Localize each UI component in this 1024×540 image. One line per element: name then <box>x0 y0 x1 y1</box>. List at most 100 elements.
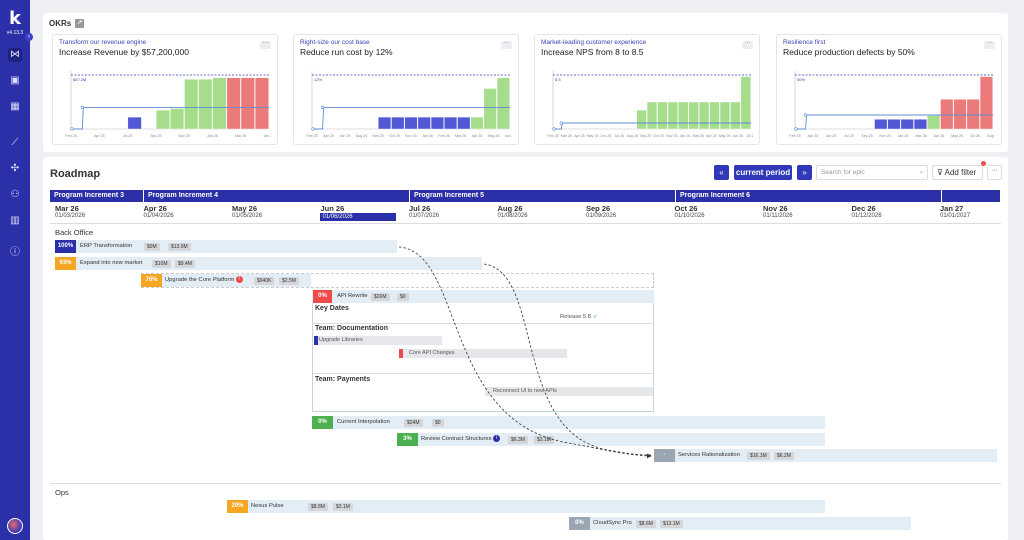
more-options-button[interactable]: ··· <box>987 165 1002 180</box>
chevron-down-icon[interactable]: ⌄ <box>918 169 924 175</box>
okr-card[interactable]: Right-size our cost base Reduce run cost… <box>293 34 519 145</box>
okr-x-tick: Jun 26 <box>732 134 743 138</box>
epic-name-api[interactable]: API Rewrite <box>337 293 368 299</box>
okr-bar <box>198 79 213 130</box>
month-label: Oct 26 <box>674 204 698 213</box>
epic-name-services[interactable]: Services Rationalization <box>678 452 740 458</box>
sidebar-collapse-button[interactable]: › <box>25 33 33 41</box>
okr-key-result: Reduce production defects by 50% <box>783 47 915 57</box>
epic-name-core-text: Upgrade the Core Platform <box>165 277 235 283</box>
task-reconnect-ui[interactable]: Reconnect UI to new APIs <box>485 387 653 396</box>
user-avatar[interactable] <box>7 518 23 534</box>
month-date: 01/03/2026 <box>55 213 86 219</box>
okr-bar <box>900 119 914 130</box>
okr-x-tick: Jul 25 <box>123 134 133 138</box>
okr-progress-point <box>794 127 798 131</box>
calendar-icon[interactable]: ▦ <box>10 101 20 112</box>
okr-x-tick: Jul 25 <box>844 134 854 138</box>
okr-x-tick: May 25 <box>587 134 599 138</box>
briefcase-icon[interactable]: ▣ <box>10 75 20 86</box>
okr-x-tick: Feb 25 <box>306 134 317 138</box>
okr-key-result: Reduce run cost by 12% <box>300 47 393 57</box>
okr-x-tick: Apr 25 <box>323 134 334 138</box>
epic-name-review[interactable]: Review Contract Structures i <box>421 433 501 446</box>
program-increment-header: Program Increment 5 <box>410 190 676 202</box>
release-milestone[interactable]: Release 5.8 ➶ <box>560 314 597 320</box>
epic-bar-nexus[interactable] <box>227 500 825 513</box>
okr-bar <box>657 101 668 130</box>
okr-bar <box>636 109 647 130</box>
prev-period-button[interactable]: « <box>714 165 729 180</box>
okr-bar <box>226 77 241 130</box>
okr-bar <box>646 101 658 130</box>
info-icon[interactable]: i <box>493 434 501 442</box>
okr-card-menu-button[interactable]: ··· <box>501 40 512 49</box>
okr-x-tick: Jul 26 <box>970 134 980 138</box>
task-core-api-changes[interactable]: Core API Changes <box>399 349 567 358</box>
okr-x-tick: Jun 26 <box>505 134 512 138</box>
group-label-ops: Ops <box>55 488 69 497</box>
okr-card[interactable]: Market-leading customer experience Incre… <box>534 34 760 145</box>
epic-chip-erp-2: $13.9M <box>168 243 191 251</box>
month-label: Jan 27 <box>940 204 964 213</box>
epic-bar-erp[interactable] <box>55 240 397 253</box>
epic-name-expand[interactable]: Expand into new market <box>80 260 143 266</box>
epic-chip-erp-1: $9M <box>144 243 160 251</box>
puzzle-icon[interactable]: ✣ <box>10 163 20 174</box>
warning-icon[interactable]: ! <box>235 275 243 283</box>
dependency-line-erp <box>398 246 652 459</box>
epic-name-erp[interactable]: ERP Transformation <box>80 243 133 249</box>
team-documentation-heading: Team: Documentation <box>315 325 388 332</box>
okr-x-tick: Nov 25 <box>178 134 189 138</box>
team-icon[interactable]: ⚇ <box>10 189 20 200</box>
okr-objective: Right-size our cost base <box>300 39 370 46</box>
okr-x-tick: Aug 25 <box>627 134 638 138</box>
roadmap-icon[interactable]: ⋈ <box>8 48 22 62</box>
epic-chip-nexus-1: $8.8M <box>308 503 328 511</box>
epic-chip-cloud-1: $8.6M <box>636 520 656 528</box>
epic-search-placeholder: Search for epic <box>821 169 865 176</box>
next-period-button[interactable]: » <box>797 165 812 180</box>
okr-progress-point <box>559 121 563 125</box>
epic-name-review-text: Review Contract Structures <box>421 436 492 442</box>
okr-bar <box>719 101 731 130</box>
okr-card[interactable]: Resilience first Reduce production defec… <box>776 34 1002 145</box>
app-logo[interactable]: k <box>9 8 21 29</box>
program-increment-header: Program Increment 3 <box>50 190 144 202</box>
okr-bar <box>698 101 710 130</box>
okr-card-menu-button[interactable]: ··· <box>742 40 753 49</box>
epic-bar-services[interactable] <box>654 449 997 462</box>
okr-x-tick: Mar 26 <box>693 134 704 138</box>
epic-progress-interp: 0% <box>312 416 333 429</box>
okr-x-tick: Jun 25 <box>600 134 611 138</box>
external-link-icon[interactable]: ↗ <box>75 19 85 28</box>
chart-icon[interactable]: ⟋ <box>11 137 19 148</box>
building-icon[interactable]: ▥ <box>10 215 20 226</box>
okr-x-tick: May 26 <box>951 134 963 138</box>
okr-card-menu-button[interactable]: ··· <box>260 40 271 49</box>
add-filter-button[interactable]: ⊽ Add filter <box>932 165 983 180</box>
epic-progress-api: 0% <box>313 290 332 303</box>
okr-x-tick: Aug 25 <box>356 134 367 138</box>
okr-x-tick: Nov 25 <box>879 134 890 138</box>
okr-bar <box>240 77 255 130</box>
okr-card-menu-button[interactable]: ··· <box>984 40 995 49</box>
okr-x-tick: Feb 25 <box>789 134 800 138</box>
okr-x-tick: Sep 25 <box>372 134 383 138</box>
epic-bar-review[interactable] <box>397 433 825 446</box>
info-icon[interactable]: ⓘ <box>10 247 20 258</box>
current-period-button[interactable]: current period <box>734 165 792 180</box>
okr-x-tick: Apr 25 <box>94 134 105 138</box>
task-upgrade-libraries[interactable]: Upgrade Libraries <box>314 336 442 345</box>
epic-chip-core-1: $940K <box>254 277 275 285</box>
epic-search-input[interactable]: Search for epic ⌄ <box>816 165 928 180</box>
epic-name-cloud[interactable]: CloudSync Pro <box>593 520 632 526</box>
okr-card[interactable]: Transform our revenue engine Increase Re… <box>52 34 278 145</box>
okr-x-tick: Jun 25 <box>826 134 837 138</box>
epic-name-interp[interactable]: Current Interpolation <box>337 419 390 425</box>
month-date: 01/08/2026 <box>497 213 528 219</box>
okr-x-tick: Feb 26 <box>438 134 449 138</box>
month-label: May 26 <box>232 204 258 213</box>
epic-name-core[interactable]: Upgrade the Core Platform ! <box>165 274 243 287</box>
epic-name-nexus[interactable]: Nexus Pulse <box>251 503 284 509</box>
